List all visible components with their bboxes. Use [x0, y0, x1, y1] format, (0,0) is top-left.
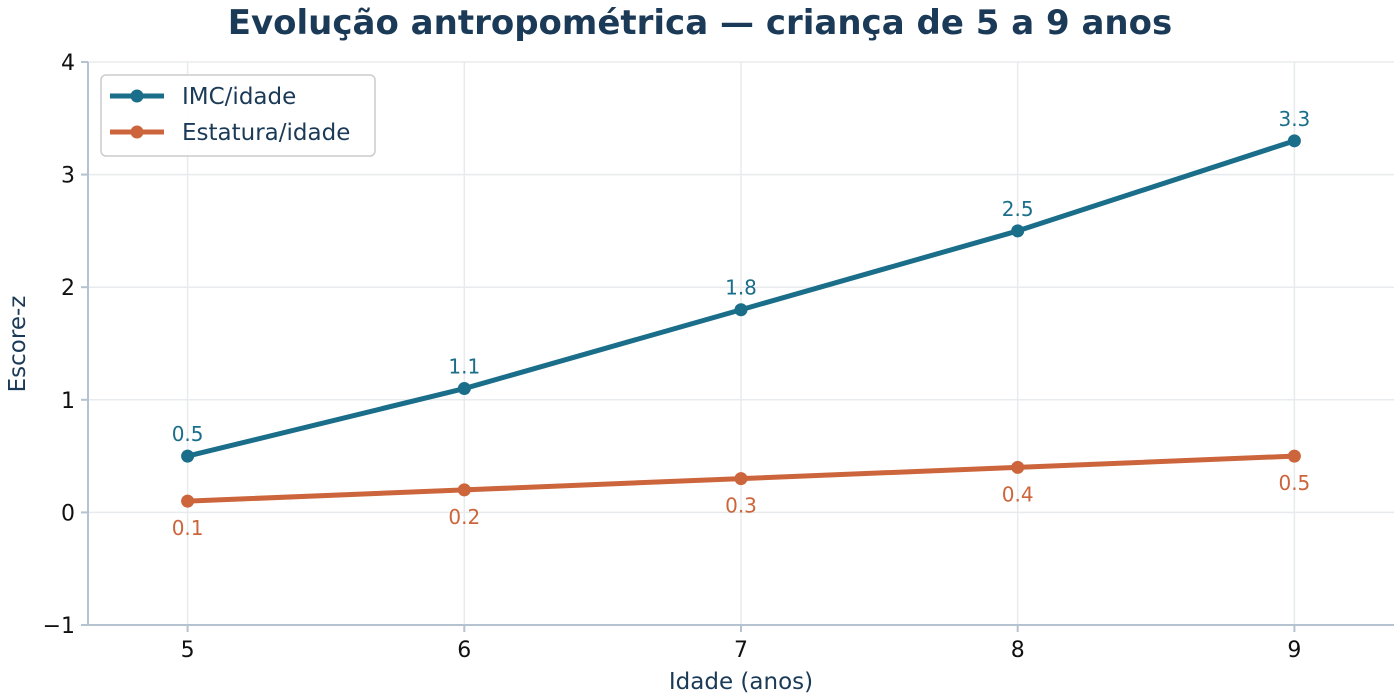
data-point — [1011, 460, 1025, 474]
data-point — [181, 449, 195, 463]
data-label: 1.8 — [725, 276, 757, 300]
y-tick-label: 1 — [61, 389, 75, 414]
legend-marker-estatura — [130, 125, 144, 139]
x-tick-label: 9 — [1287, 638, 1301, 663]
data-point — [1287, 449, 1301, 463]
data-label: 2.5 — [1002, 197, 1034, 221]
tick-labels: −1 0 1 2 3 4 5 6 7 8 9 — [43, 51, 1302, 663]
data-label: 3.3 — [1278, 107, 1310, 131]
y-tick-label: 4 — [61, 51, 75, 76]
data-point — [1011, 224, 1025, 238]
data-point — [457, 483, 471, 497]
x-tick-label: 7 — [734, 638, 748, 663]
data-label: 0.1 — [172, 516, 204, 540]
series-1: 0.1 0.2 0.3 0.4 0.5 — [172, 449, 1310, 540]
data-point — [734, 303, 748, 317]
legend-marker-imc — [130, 89, 144, 103]
legend-frame — [100, 74, 376, 157]
data-label: 0.5 — [172, 422, 204, 446]
data-label: 1.1 — [448, 355, 480, 379]
data-point — [1287, 134, 1301, 148]
data-label: 0.5 — [1278, 471, 1310, 495]
data-label: 0.2 — [448, 505, 480, 529]
x-tick-label: 5 — [181, 638, 195, 663]
y-tick-label: 2 — [61, 276, 75, 301]
x-tick-label: 8 — [1011, 638, 1025, 663]
data-point — [457, 382, 471, 396]
series: 0.5 1.1 1.8 2.5 3.3 0.1 0.2 0.3 0.4 0.5 — [172, 107, 1311, 540]
x-tick-label: 6 — [457, 638, 471, 663]
legend-label-estatura: Estatura/idade — [182, 120, 350, 146]
chart-title: Evolução antropométrica — criança de 5 a… — [228, 3, 1172, 43]
data-label: 0.4 — [1002, 482, 1034, 506]
data-point — [734, 472, 748, 486]
legend-label-imc: IMC/idade — [182, 84, 296, 110]
series-0: 0.5 1.1 1.8 2.5 3.3 — [172, 107, 1310, 463]
legend: IMC/idade Estatura/idade — [100, 74, 376, 157]
y-tick-label: 0 — [61, 501, 75, 526]
grid — [88, 61, 1394, 626]
data-point — [181, 494, 195, 508]
data-label: 0.3 — [725, 494, 757, 518]
y-axis-label: Escore-z — [5, 296, 31, 393]
y-tick-label: −1 — [43, 614, 75, 639]
y-tick-label: 3 — [61, 164, 75, 189]
x-axis-label: Idade (anos) — [669, 669, 813, 695]
